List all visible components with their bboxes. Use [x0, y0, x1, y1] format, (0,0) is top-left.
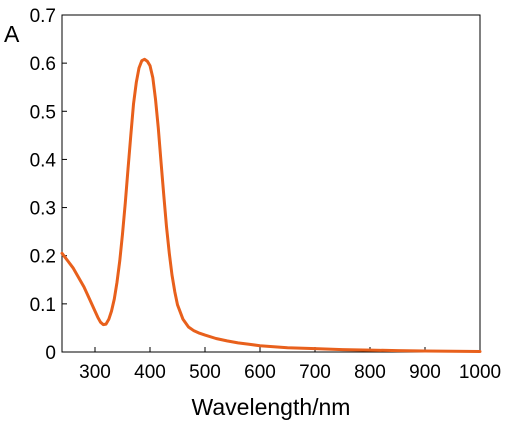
x-tick-label: 500: [189, 362, 221, 383]
y-tick-label: 0.6: [30, 54, 56, 75]
y-axis-ticks: 0 0.1 0.2 0.3 0.4 0.5 0.6 0.7: [30, 6, 67, 364]
y-tick-label: 0.5: [30, 102, 56, 123]
y-tick-label: 0.2: [30, 247, 56, 268]
y-tick-label: 0.7: [30, 6, 56, 27]
x-tick-label: 1000: [459, 362, 501, 383]
x-axis-ticks: 300 400 500 600 700 800 900 1000: [79, 347, 501, 383]
y-tick-label: 0: [45, 343, 56, 364]
x-tick-label: 700: [299, 362, 331, 383]
x-tick-label: 600: [244, 362, 276, 383]
x-axis-title: Wavelength/nm: [192, 394, 351, 420]
absorbance-series-line: [60, 57, 482, 353]
y-tick-label: 0.3: [30, 199, 56, 220]
y-tick-label: 0.4: [30, 150, 57, 171]
y-axis-title: A: [4, 21, 20, 47]
x-tick-label: 900: [409, 362, 441, 383]
plot-frame: [61, 14, 481, 353]
y-tick-label: 0.1: [30, 295, 56, 316]
x-tick-label: 400: [134, 362, 166, 383]
x-tick-label: 800: [354, 362, 386, 383]
x-tick-label: 300: [79, 362, 111, 383]
